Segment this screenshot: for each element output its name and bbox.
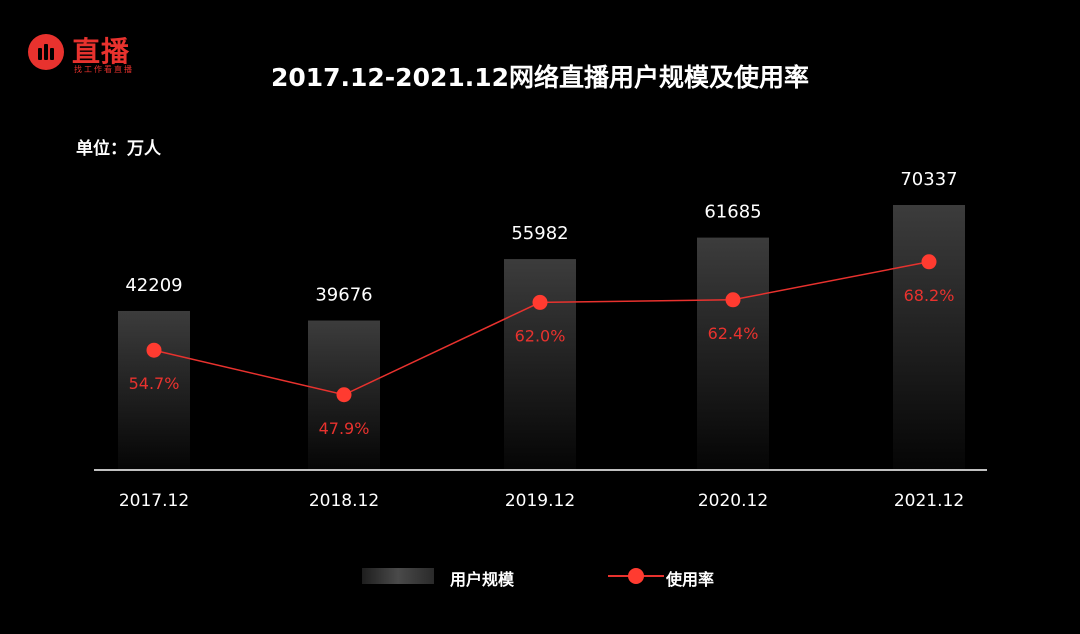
rate-point-2019.12 — [532, 294, 548, 310]
x-tick-label: 2021.12 — [894, 491, 964, 511]
x-tick-label: 2018.12 — [309, 491, 379, 511]
rate-point-2018.12 — [336, 387, 352, 403]
bar-value-label: 70337 — [900, 169, 957, 190]
bar-value-label: 55982 — [511, 223, 568, 244]
rate-value-label: 62.4% — [708, 324, 759, 343]
bar-2021.12 — [893, 205, 965, 470]
x-tick-label: 2020.12 — [698, 491, 768, 511]
bar-2019.12 — [504, 259, 576, 470]
rate-value-label: 62.0% — [515, 326, 566, 345]
logo-name: 直播 — [72, 35, 131, 68]
logo-slogan: 找工作看直播 — [74, 65, 134, 74]
legend-bar-swatch — [362, 568, 434, 584]
rate-point-2021.12 — [921, 254, 937, 270]
rate-value-label: 54.7% — [129, 374, 180, 393]
live-logo-icon — [28, 34, 64, 70]
bar-2017.12 — [118, 310, 190, 470]
bar-value-label: 39676 — [315, 285, 372, 306]
bar-value-label: 61685 — [704, 202, 761, 223]
unit-label: 单位：万人 — [76, 139, 161, 159]
legend-label-users: 用户规模 — [450, 570, 515, 589]
bar-2020.12 — [697, 237, 769, 470]
legend-label-rate: 使用率 — [666, 570, 715, 589]
x-tick-label: 2019.12 — [505, 491, 575, 511]
chart-title: 2017.12-2021.12网络直播用户规模及使用率 — [270, 63, 810, 92]
bar-value-label: 42209 — [125, 275, 182, 296]
rate-point-2017.12 — [146, 342, 162, 358]
rate-value-label: 68.2% — [904, 286, 955, 305]
rate-point-2020.12 — [725, 292, 741, 308]
x-tick-label: 2017.12 — [119, 491, 189, 511]
rate-value-label: 47.9% — [319, 419, 370, 438]
legend-line-swatch — [608, 566, 664, 586]
logo: 直播 找工作看直播 — [28, 28, 158, 78]
